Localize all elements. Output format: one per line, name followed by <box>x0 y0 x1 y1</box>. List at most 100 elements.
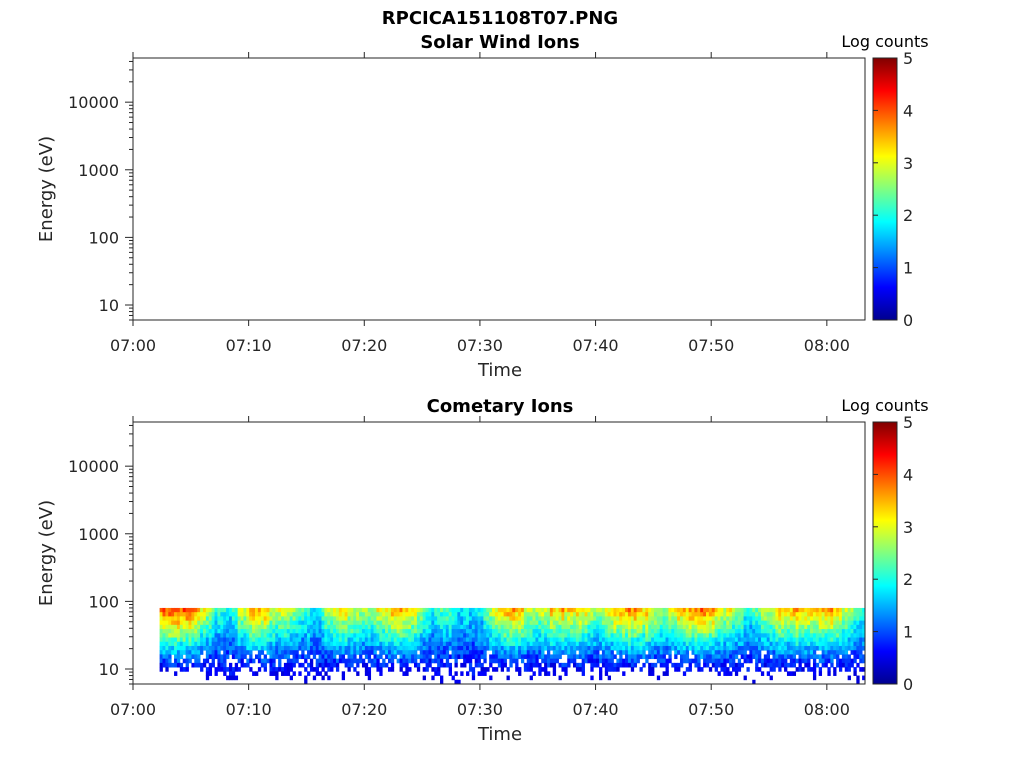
spectrogram-cell <box>642 662 646 668</box>
spectrogram-cell <box>619 612 623 617</box>
spectrogram-cell <box>622 637 626 643</box>
spectrogram-cell <box>847 616 851 622</box>
spectrogram-cell <box>234 645 239 651</box>
spectrogram-cell <box>567 654 571 660</box>
spectrogram-cell <box>604 620 609 626</box>
spectrogram-cell <box>535 607 539 613</box>
spectrogram-cell <box>544 667 548 672</box>
spectrogram-cell <box>165 612 169 617</box>
spectrogram-cell <box>541 637 545 643</box>
spectrogram-cell <box>278 645 282 651</box>
spectrogram-cell <box>292 612 296 617</box>
spectrogram-cell <box>211 658 215 664</box>
spectrogram-cell <box>237 616 241 622</box>
spectrogram-cell <box>327 645 331 651</box>
spectrogram-cell <box>272 624 276 630</box>
spectrogram-cell <box>396 633 400 638</box>
spectrogram-cell <box>171 620 175 626</box>
x-tick-label: 08:00 <box>804 336 850 355</box>
spectrogram-cell <box>353 658 357 664</box>
spectrogram-cell <box>174 607 178 613</box>
spectrogram-cell <box>723 641 727 647</box>
spectrogram-cell <box>656 637 661 643</box>
spectrogram-cell <box>627 641 632 647</box>
spectrogram-cell <box>333 662 337 668</box>
spectrogram-cell <box>367 633 372 638</box>
spectrogram-cell <box>838 612 843 617</box>
spectrogram-cell <box>324 641 328 647</box>
spectrogram-cell <box>202 620 207 626</box>
spectrogram-cell <box>795 667 799 672</box>
spectrogram-cell <box>677 624 681 630</box>
spectrogram-cell <box>627 616 632 622</box>
spectrogram-cell <box>379 612 383 617</box>
spectrogram-cell <box>474 654 479 660</box>
spectrogram-cell <box>442 616 447 622</box>
spectrogram-cell <box>197 612 201 617</box>
spectrogram-cell <box>200 667 204 672</box>
spectrogram-cell <box>237 641 241 647</box>
spectrogram-cell <box>555 637 559 643</box>
spectrogram-cell <box>714 607 718 613</box>
spectrogram-cell <box>361 662 366 668</box>
spectrogram-cell <box>197 654 201 660</box>
spectrogram-cell <box>674 641 678 647</box>
spectrogram-cell <box>729 662 733 668</box>
spectrogram-cell <box>217 607 221 613</box>
spectrogram-cell <box>185 650 189 655</box>
spectrogram-cell <box>422 629 426 634</box>
spectrogram-cell <box>711 645 716 651</box>
spectrogram-cell <box>364 645 369 651</box>
spectrogram-cell <box>544 624 548 630</box>
spectrogram-cell <box>575 612 580 617</box>
spectrogram-cell <box>815 654 820 660</box>
spectrogram-cell <box>220 629 224 634</box>
spectrogram-cell <box>856 607 860 613</box>
spectrogram-cell <box>526 624 531 630</box>
spectrogram-cell <box>194 650 198 655</box>
spectrogram-cell <box>833 633 837 638</box>
spectrogram-cell <box>798 612 802 617</box>
spectrogram <box>159 607 865 684</box>
spectrogram-cell <box>743 624 747 630</box>
spectrogram-cell <box>497 624 502 630</box>
spectrogram-cell <box>512 650 516 655</box>
spectrogram-cell <box>830 612 834 617</box>
spectrogram-cell <box>237 645 241 651</box>
spectrogram-cell <box>278 641 282 647</box>
spectrogram-cell <box>633 654 638 660</box>
spectrogram-cell <box>165 637 169 643</box>
spectrogram-cell <box>575 616 580 622</box>
spectrogram-cell <box>859 624 863 630</box>
spectrogram-cell <box>272 620 276 626</box>
spectrogram-cell <box>463 616 467 622</box>
spectrogram-cell <box>341 641 346 647</box>
spectrogram-cell <box>801 637 805 643</box>
spectrogram-cell <box>179 616 184 622</box>
spectrogram-cell <box>353 616 357 622</box>
spectrogram-cell <box>385 624 389 630</box>
spectrogram-cell <box>408 624 412 630</box>
spectrogram-cell <box>651 607 655 613</box>
spectrogram-cell <box>431 645 435 651</box>
spectrogram-cell <box>486 624 490 630</box>
spectrogram-cell <box>772 667 776 672</box>
spectrogram-cell <box>818 658 823 664</box>
spectrogram-cell <box>486 641 490 647</box>
spectrogram-cell <box>552 624 557 630</box>
spectrogram-cell <box>619 658 623 664</box>
spectrogram-cell <box>844 641 849 647</box>
spectrogram-cell <box>688 637 692 643</box>
spectrogram-cell <box>350 662 354 668</box>
spectrogram-cell <box>393 633 398 638</box>
spectrogram-cell <box>520 629 525 634</box>
spectrogram-cell <box>656 624 661 630</box>
spectrogram-cell <box>763 637 768 643</box>
spectrogram-cell <box>333 637 337 643</box>
spectrogram-cell <box>399 641 403 647</box>
spectrogram-cell <box>720 620 724 626</box>
spectrogram-cell <box>304 679 308 684</box>
spectrogram-cell <box>639 641 643 647</box>
spectrogram-cell <box>596 616 600 622</box>
spectrogram-cell <box>529 675 533 681</box>
